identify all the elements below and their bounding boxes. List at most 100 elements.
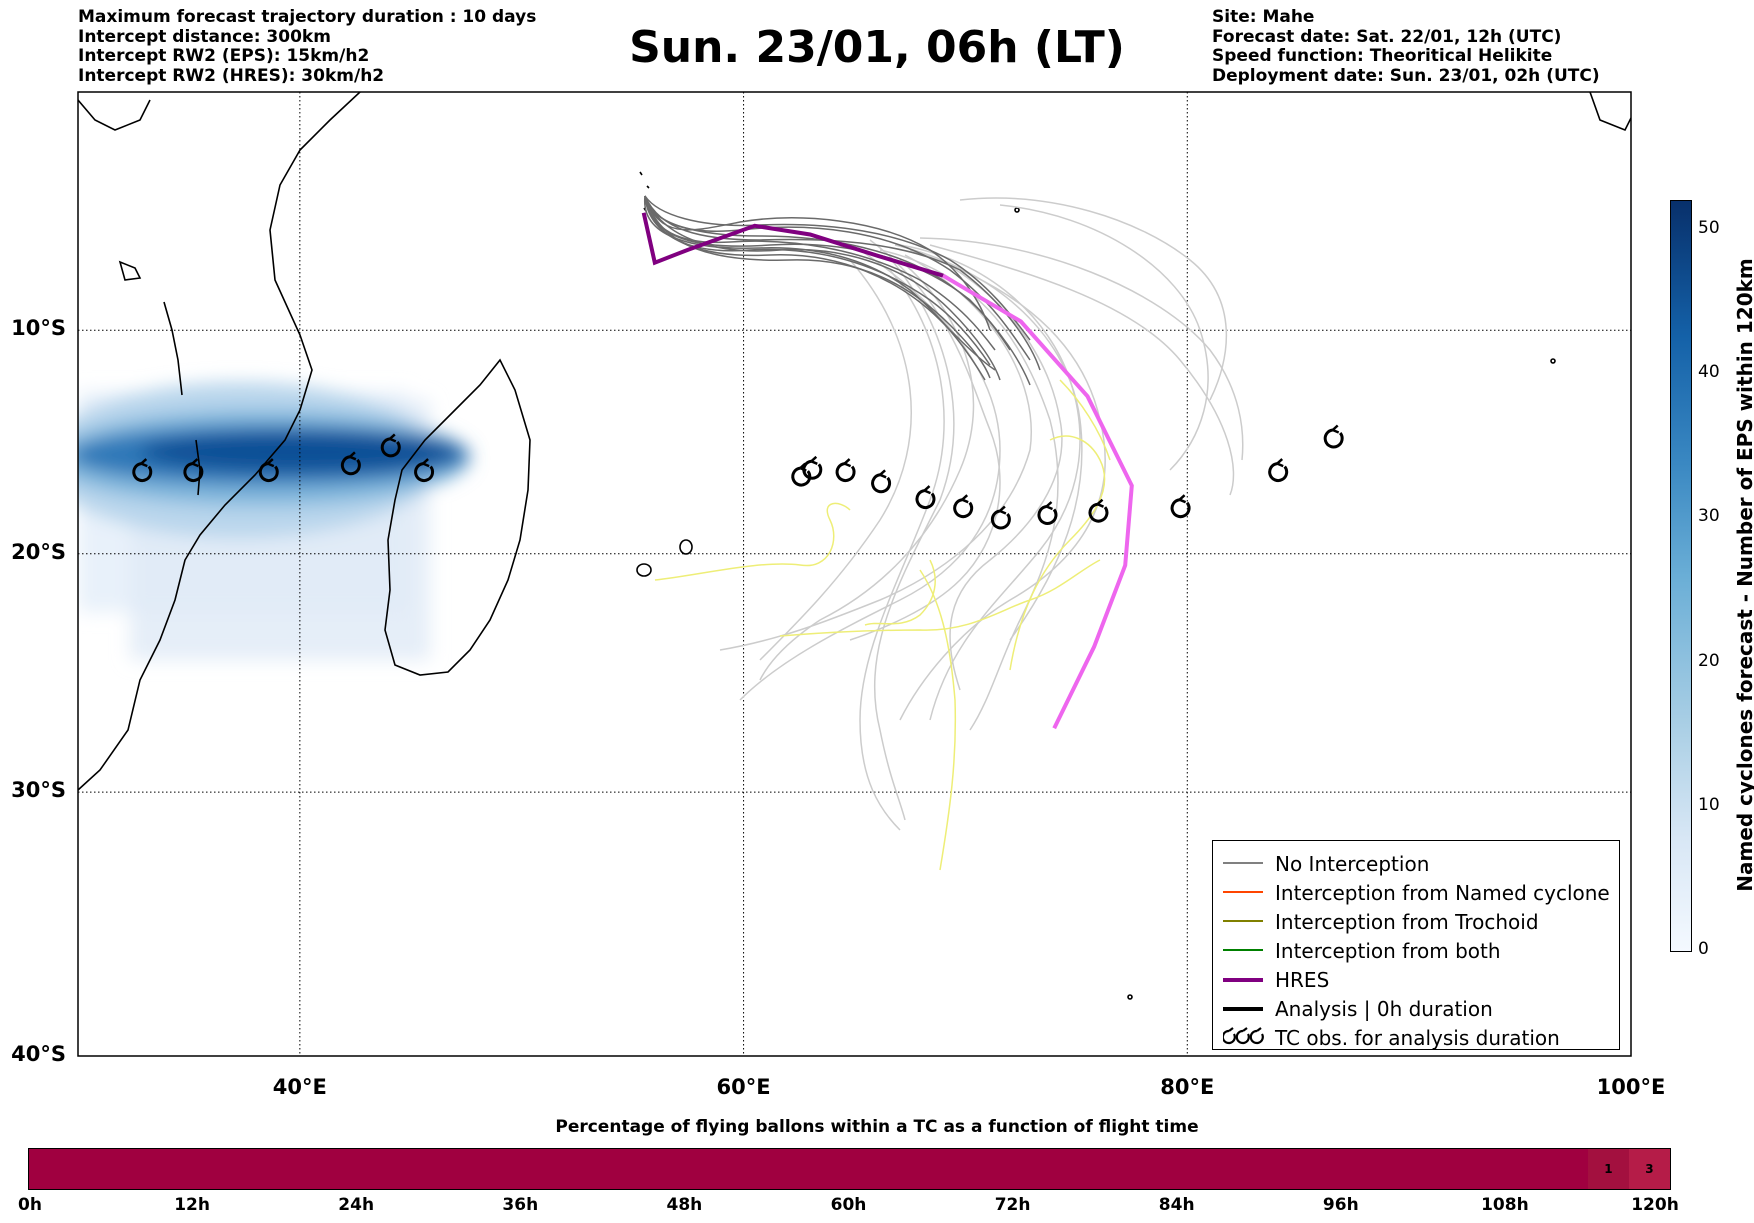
percentage-cell: 3: [1628, 1149, 1670, 1189]
legend-swatch: [1223, 862, 1263, 864]
legend-label: Interception from Trochoid: [1275, 910, 1539, 934]
lake-victoria: [118, 260, 142, 281]
percentage-bar-title: Percentage of flying ballons within a TC…: [555, 1117, 1199, 1137]
header-right-line: Deployment date: Sun. 23/01, 02h (UTC): [1212, 65, 1600, 86]
trajectories: [641, 195, 1244, 871]
header-right-line: Site: Mahe: [1212, 7, 1315, 27]
legend-swatch: [1223, 920, 1263, 922]
tc-observation-marker: [414, 458, 434, 483]
tc-observation-marker: [1037, 501, 1058, 525]
map-frame: [77, 91, 1632, 1057]
legend-item: Interception from both: [1213, 936, 1619, 964]
percentage-tick-label: 24h: [338, 1195, 375, 1215]
lon-tick-label: 60°E: [716, 1075, 771, 1099]
legend-swatch: [1223, 1007, 1263, 1011]
tc-observation-marker: [132, 458, 153, 483]
percentage-tick-label: 96h: [1322, 1195, 1359, 1215]
header-left: Maximum forecast trajectory duration : 1…: [78, 7, 537, 86]
lat-tick-label: 40°S: [11, 1042, 66, 1066]
header-left-line: Maximum forecast trajectory duration : 1…: [78, 7, 537, 27]
legend-item: No Interception: [1213, 849, 1619, 877]
percentage-tick-label: 36h: [502, 1195, 539, 1215]
header-left-line: Intercept RW2 (EPS): 15km/h2: [78, 46, 370, 66]
percentage-cell: 1: [1587, 1149, 1629, 1189]
tc-observation-marker: [871, 469, 891, 494]
lon-tick-label: 80°E: [1160, 1075, 1215, 1099]
tc-observation-marker: [1323, 424, 1344, 449]
colorbar: [1670, 200, 1692, 952]
tc-observation-marker: [340, 451, 361, 476]
legend-item: Interception from Named cyclone: [1213, 878, 1619, 906]
colorbar-tick-label: 10: [1698, 794, 1720, 815]
legend-label: TC obs. for analysis duration: [1275, 1026, 1560, 1050]
colorbar-tick-label: 50: [1698, 217, 1720, 238]
tc-observation-marker: [835, 458, 856, 483]
header-right-line: Speed function: Theoritical Helikite: [1212, 46, 1553, 66]
legend-label: HRES: [1275, 968, 1330, 992]
percentage-tick-label: 84h: [1158, 1195, 1195, 1215]
legend-swatch: [1223, 891, 1263, 893]
tc-observation-marker: [791, 462, 812, 487]
legend-item: TC obs. for analysis duration: [1213, 1023, 1619, 1051]
lake-malawi: [195, 439, 201, 496]
legend-label: Interception from both: [1275, 939, 1501, 963]
tc-observations: [132, 424, 1344, 530]
percentage-tick-label: 120h: [1631, 1195, 1679, 1215]
lat-tick-label: 10°S: [11, 316, 66, 341]
chagos-islands: [1014, 207, 1020, 213]
percentage-cell: [29, 1149, 1588, 1189]
legend: No Interception Interception from Named c…: [1212, 840, 1620, 1050]
amsterdam-island: [1127, 994, 1133, 1000]
lake-tanganyika: [163, 301, 183, 396]
lat-tick-label: 30°S: [11, 778, 66, 803]
percentage-tick-label: 108h: [1481, 1195, 1529, 1215]
tc-observation-marker: [1268, 458, 1289, 483]
hres-track: [641, 212, 944, 278]
legend-label: No Interception: [1275, 852, 1430, 876]
tc-observation-marker: [953, 494, 974, 519]
late-no-interception-tracks: [719, 197, 1244, 831]
tc-observation-marker: [1088, 498, 1109, 523]
legend-swatch: [1221, 1027, 1264, 1051]
colorbar-tick-label: 20: [1698, 650, 1720, 671]
diego-garcia: [1550, 358, 1556, 364]
percentage-tick-label: 48h: [666, 1195, 703, 1215]
percentage-tick-label: 72h: [994, 1195, 1031, 1215]
page-title: Sun. 23/01, 06h (LT): [629, 22, 1125, 73]
lon-tick-label: 40°E: [272, 1075, 327, 1099]
colorbar-label: Named cyclones forecast - Number of EPS …: [1733, 258, 1754, 892]
header-right-line: Forecast date: Sat. 22/01, 12h (UTC): [1212, 26, 1562, 47]
header-right: Site: Mahe Forecast date: Sat. 22/01, 12…: [1212, 7, 1600, 86]
madagascar-coastline: [384, 358, 531, 676]
legend-swatch: [1223, 949, 1263, 951]
legend-item: HRES: [1213, 965, 1619, 993]
early-no-interception-tracks: [644, 195, 1041, 386]
colorbar-tick-label: 40: [1698, 362, 1720, 383]
lat-tick-label: 20°S: [11, 539, 66, 564]
cyclone-density-field: [78, 382, 470, 660]
colorbar-tick-label: 0: [1698, 939, 1709, 959]
tc-observation-marker: [380, 433, 401, 458]
colorbar-tick-label: 30: [1698, 506, 1720, 527]
legend-label: Interception from Named cyclone: [1275, 881, 1610, 905]
tc-observation-marker: [990, 505, 1011, 530]
tc-observation-marker: [183, 458, 204, 483]
legend-label: Analysis | 0h duration: [1275, 997, 1493, 1021]
percentage-tick-label: 0h: [18, 1195, 42, 1215]
africa-coastline: [78, 92, 361, 791]
late-trochoid-tracks: [654, 379, 1111, 871]
reunion-island: [636, 563, 652, 577]
tc-observation-marker: [258, 458, 279, 483]
lon-tick-label: 100°E: [1596, 1075, 1666, 1099]
gridlines: [78, 92, 1631, 1056]
header-left-line: Intercept distance: 300km: [78, 26, 331, 47]
tc-observation-marker: [802, 455, 823, 480]
header-left-line: Intercept RW2 (HRES): 30km/h2: [78, 65, 385, 86]
percentage-tick-label: 60h: [830, 1195, 867, 1215]
india-coast: [1589, 92, 1631, 132]
tc-observation-marker: [915, 485, 936, 510]
percentage-tick-label: 12h: [174, 1195, 210, 1215]
mauritius-island: [679, 539, 693, 555]
